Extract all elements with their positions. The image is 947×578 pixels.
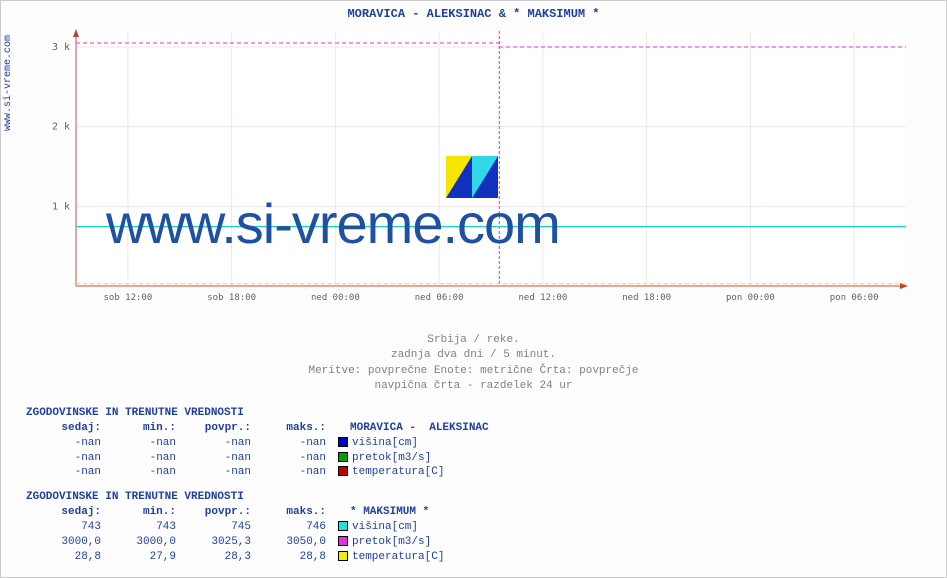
chart-title: MORAVICA - ALEKSINAC & * MAKSIMUM *	[1, 1, 946, 21]
series-label: pretok[m3/s]	[352, 452, 431, 464]
column-header: povpr.:	[176, 421, 251, 436]
cell-value: 3000,0	[26, 535, 101, 550]
cell-value: 743	[26, 520, 101, 535]
column-header: sedaj:	[26, 421, 101, 436]
svg-text:ned 12:00: ned 12:00	[518, 293, 567, 303]
table-columns-row: sedaj:min.:povpr.:maks.: MORAVICA - ALEKS…	[26, 421, 489, 436]
column-header: maks.:	[251, 421, 326, 436]
y-axis-outer-label: www.si-vreme.com	[3, 35, 14, 131]
svg-text:ned 06:00: ned 06:00	[415, 293, 464, 303]
svg-text:pon 06:00: pon 06:00	[830, 293, 879, 303]
svg-text:sob 18:00: sob 18:00	[207, 293, 256, 303]
series-label: temperatura[C]	[352, 551, 444, 563]
cell-value: -nan	[101, 451, 176, 466]
station-name: MORAVICA - ALEKSINAC	[350, 422, 489, 434]
cell-value: 28,3	[176, 550, 251, 565]
caption-line: zadnja dva dni / 5 minut.	[1, 348, 946, 363]
cell-value: -nan	[26, 451, 101, 466]
cell-value: -nan	[26, 465, 101, 480]
chart-container: MORAVICA - ALEKSINAC & * MAKSIMUM * www.…	[0, 0, 947, 578]
series-swatch	[338, 521, 348, 531]
caption-line: navpična črta - razdelek 24 ur	[1, 379, 946, 394]
svg-text:ned 00:00: ned 00:00	[311, 293, 360, 303]
table-row: 28,827,928,328,8temperatura[C]	[26, 550, 489, 565]
column-header: povpr.:	[176, 505, 251, 520]
series-swatch	[338, 452, 348, 462]
svg-text:3 k: 3 k	[52, 42, 70, 53]
caption-line: Srbija / reke.	[1, 333, 946, 348]
cell-value: -nan	[176, 436, 251, 451]
series-label: višina[cm]	[352, 521, 418, 533]
cell-value: 28,8	[26, 550, 101, 565]
svg-text:ned 18:00: ned 18:00	[622, 293, 671, 303]
series-swatch	[338, 536, 348, 546]
svg-text:sob 12:00: sob 12:00	[103, 293, 152, 303]
cell-value: 27,9	[101, 550, 176, 565]
chart-plot-area: 1 k 2 k 3 k sob 12:00 sob 18:00 ned 00:00 ned …	[46, 26, 916, 306]
table-row: 743743745746višina[cm]	[26, 520, 489, 535]
cell-value: -nan	[101, 436, 176, 451]
cell-value: -nan	[176, 451, 251, 466]
series-label: višina[cm]	[352, 437, 418, 449]
svg-text:2 k: 2 k	[52, 122, 70, 133]
column-header: min.:	[101, 505, 176, 520]
chart-caption: Srbija / reke. zadnja dva dni / 5 minut.…	[1, 333, 946, 395]
cell-value: 745	[176, 520, 251, 535]
series-swatch	[338, 551, 348, 561]
series-swatch	[338, 437, 348, 447]
caption-line: Meritve: povprečne Enote: metrične Črta:…	[1, 364, 946, 379]
series-label: temperatura[C]	[352, 466, 444, 478]
svg-text:1 k: 1 k	[52, 201, 70, 212]
svg-text:pon 00:00: pon 00:00	[726, 293, 775, 303]
column-header: maks.:	[251, 505, 326, 520]
data-tables: ZGODOVINSKE IN TRENUTNE VREDNOSTIsedaj:m…	[26, 406, 489, 574]
series-swatch	[338, 466, 348, 476]
cell-value: 3025,3	[176, 535, 251, 550]
cell-value: 28,8	[251, 550, 326, 565]
table-block: ZGODOVINSKE IN TRENUTNE VREDNOSTIsedaj:m…	[26, 490, 489, 564]
cell-value: 746	[251, 520, 326, 535]
cell-value: -nan	[176, 465, 251, 480]
table-columns-row: sedaj:min.:povpr.:maks.: * MAKSIMUM *	[26, 505, 489, 520]
table-header: ZGODOVINSKE IN TRENUTNE VREDNOSTI	[26, 490, 489, 505]
table-row: -nan-nan-nan-nanvišina[cm]	[26, 436, 489, 451]
table-row: -nan-nan-nan-nantemperatura[C]	[26, 465, 489, 480]
station-name: * MAKSIMUM *	[350, 506, 429, 518]
cell-value: -nan	[101, 465, 176, 480]
cell-value: -nan	[251, 436, 326, 451]
series-label: pretok[m3/s]	[352, 536, 431, 548]
cell-value: -nan	[26, 436, 101, 451]
column-header: min.:	[101, 421, 176, 436]
cell-value: -nan	[251, 451, 326, 466]
table-row: 3000,03000,03025,33050,0pretok[m3/s]	[26, 535, 489, 550]
cell-value: 743	[101, 520, 176, 535]
table-header: ZGODOVINSKE IN TRENUTNE VREDNOSTI	[26, 406, 489, 421]
cell-value: 3050,0	[251, 535, 326, 550]
table-block: ZGODOVINSKE IN TRENUTNE VREDNOSTIsedaj:m…	[26, 406, 489, 480]
cell-value: -nan	[251, 465, 326, 480]
cell-value: 3000,0	[101, 535, 176, 550]
column-header: sedaj:	[26, 505, 101, 520]
table-row: -nan-nan-nan-nanpretok[m3/s]	[26, 451, 489, 466]
chart-svg: 1 k 2 k 3 k sob 12:00 sob 18:00 ned 00:00 ned …	[46, 26, 916, 326]
